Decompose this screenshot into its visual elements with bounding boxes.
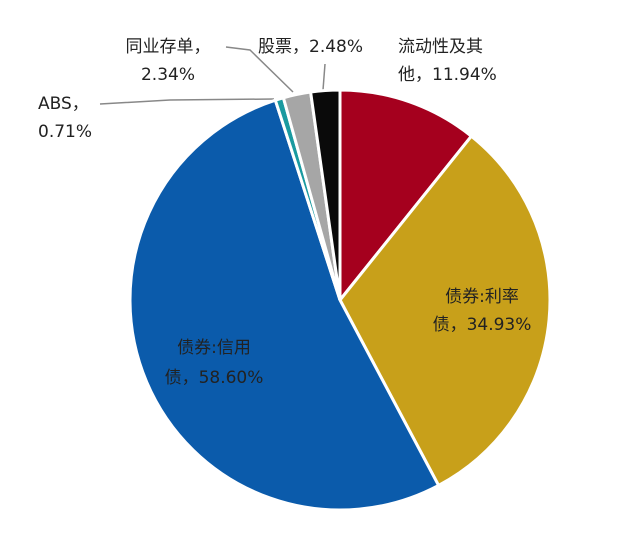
slice-label: 股票，2.48% xyxy=(258,37,363,57)
slice-label: 2.34% xyxy=(141,65,195,85)
leader-line xyxy=(322,63,326,91)
slice-label: 0.71% xyxy=(38,122,92,142)
slice-label: 债，34.93% xyxy=(433,315,532,335)
slice-label: 债券:信用 xyxy=(177,338,251,358)
slice-label: 债，58.60% xyxy=(165,368,264,388)
slice-label: 他，11.94% xyxy=(398,65,497,85)
pie-slice xyxy=(128,98,441,512)
slice-label: 债券:利率 xyxy=(445,287,519,307)
slice-label: 同业存单， xyxy=(126,37,211,57)
leader-line xyxy=(99,98,275,105)
slice-label: ABS， xyxy=(38,94,89,114)
pie-slice xyxy=(338,88,474,305)
leader-lines xyxy=(99,46,326,105)
slice-label: 流动性及其 xyxy=(398,37,483,57)
leader-line xyxy=(225,46,294,93)
pie-slice xyxy=(308,88,342,301)
